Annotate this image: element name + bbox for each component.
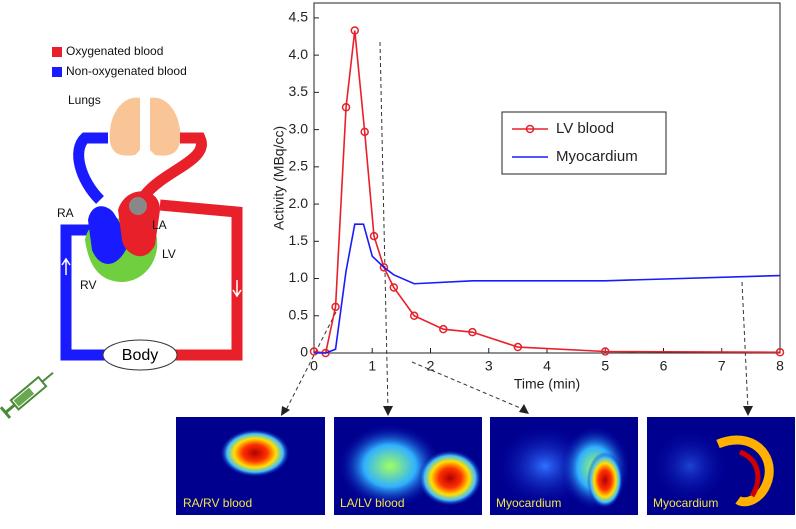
y-tick-label: 4.0: [289, 46, 309, 62]
x-tick-label: 3: [485, 358, 493, 374]
x-tick-label: 2: [427, 358, 435, 374]
pet-image: Myocardium: [647, 417, 795, 515]
x-tick-label: 6: [660, 358, 668, 374]
plot-frame: [313, 2, 781, 354]
syringe: [0, 371, 54, 419]
label-rv: RV: [80, 278, 96, 292]
legend: LV blood Myocardium: [501, 111, 667, 175]
legend-text: Oxygenated blood: [66, 44, 163, 58]
legend-text: Non-oxygenated blood: [66, 64, 187, 78]
vessel: [60, 224, 105, 361]
label-body: Body: [122, 347, 158, 364]
pet-image: LA/LV blood: [334, 417, 482, 515]
point: [389, 283, 399, 292]
legend-swatch: [52, 67, 62, 77]
point: [360, 127, 369, 137]
point: [379, 263, 389, 272]
y-tick-label: 2.0: [289, 195, 309, 211]
y-tick-label: 2.5: [289, 158, 309, 174]
y-tick-label: 1.5: [289, 232, 309, 248]
y-tick-label: 3.5: [289, 83, 309, 99]
right-heart: [88, 206, 130, 264]
legend-marker: [525, 124, 535, 134]
image-label: LA/LV blood: [340, 496, 405, 510]
x-tick-label: 0: [310, 358, 318, 374]
image-label: RA/RV blood: [183, 496, 252, 510]
body-node: [102, 339, 178, 371]
image-label: Myocardium: [496, 496, 561, 510]
x-tick-label: 8: [776, 358, 784, 374]
point: [439, 324, 448, 334]
legend-label: LV blood: [556, 120, 614, 137]
vessel: [73, 132, 108, 204]
vessel: [159, 199, 243, 361]
point: [350, 26, 360, 35]
flow-arrow: [61, 257, 71, 275]
vessel: [140, 132, 207, 199]
pet-image: RA/RV blood: [176, 417, 325, 515]
lungs: [109, 97, 181, 156]
label-lungs: Lungs: [68, 93, 101, 107]
y-tick-label: 1.0: [289, 269, 309, 285]
flow-arrow: [232, 280, 242, 298]
x-tick-label: 5: [601, 358, 609, 374]
y-tick-label: 3.0: [289, 120, 309, 136]
series-line: [313, 30, 781, 354]
point: [468, 327, 477, 337]
pet-images: RA/RV blood LA/LV blood Myocardium Myoca…: [176, 417, 795, 515]
y-tick-label: 0.5: [289, 306, 309, 322]
legend-label: Myocardium: [556, 148, 638, 165]
series-line: [314, 223, 781, 354]
point: [513, 342, 523, 352]
y-tick-label: 0: [300, 344, 308, 360]
chart: 0 0.5 1.0 1.5 2.0 2.5 3.0 3.5 4.0 4.5 0 1 2 3 4 5 6 7 8 Tim…: [271, 2, 785, 392]
point: [331, 302, 340, 312]
valve: [129, 197, 147, 215]
point: [409, 311, 419, 321]
image-label: Myocardium: [653, 496, 718, 510]
label-lv: LV: [162, 247, 176, 261]
x-tick-label: 7: [718, 358, 726, 374]
y-tick-label: 4.5: [289, 9, 309, 25]
label-la: LA: [152, 218, 167, 232]
point: [309, 347, 319, 356]
circulation-diagram: Oxygenated blood Non-oxygenated blood Lu…: [0, 44, 243, 419]
x-axis-label: Time (min): [514, 376, 580, 392]
pet-image: Myocardium: [490, 417, 638, 515]
point: [775, 348, 785, 357]
legend-box: [501, 111, 667, 175]
point: [601, 347, 610, 356]
y-axis-label: Activity (MBq/cc): [271, 126, 287, 230]
legend-swatch: [52, 47, 62, 57]
label-ra: RA: [57, 206, 74, 220]
left-heart: [118, 191, 160, 257]
point: [341, 103, 351, 112]
point: [369, 231, 379, 241]
x-tick-label: 1: [368, 358, 376, 374]
x-tick-label: 4: [543, 358, 551, 374]
arrow-heads: [281, 404, 753, 416]
pointer-arrows: [284, 41, 749, 413]
